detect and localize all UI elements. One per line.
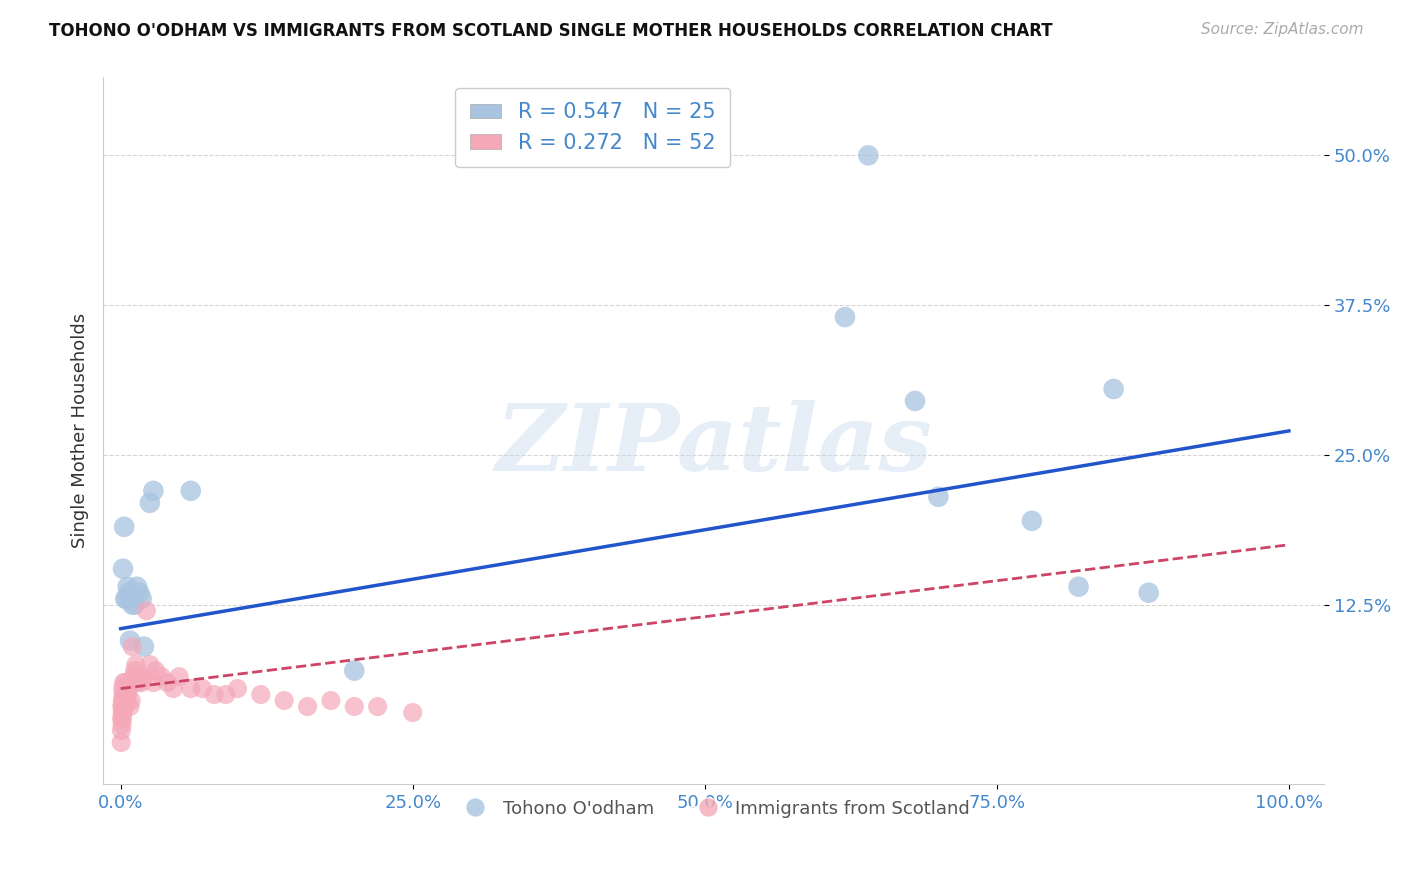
Point — [343, 699, 366, 714]
Point — [132, 640, 155, 654]
Point — [180, 681, 202, 696]
Point — [834, 310, 856, 324]
Point — [118, 699, 141, 714]
Point — [297, 699, 319, 714]
Point — [128, 585, 150, 599]
Point — [114, 675, 136, 690]
Point — [1067, 580, 1090, 594]
Point — [117, 688, 139, 702]
Point — [142, 675, 165, 690]
Point — [273, 693, 295, 707]
Point — [156, 675, 179, 690]
Point — [112, 688, 135, 702]
Point — [122, 670, 145, 684]
Point — [226, 681, 249, 696]
Point — [124, 598, 146, 612]
Point — [367, 699, 389, 714]
Point — [120, 693, 142, 707]
Point — [115, 693, 138, 707]
Point — [131, 591, 153, 606]
Point — [131, 675, 153, 690]
Point — [111, 717, 134, 731]
Point — [142, 483, 165, 498]
Point — [150, 670, 173, 684]
Point — [202, 688, 225, 702]
Point — [121, 598, 143, 612]
Point — [118, 585, 141, 599]
Point — [115, 681, 138, 696]
Point — [1021, 514, 1043, 528]
Point — [110, 723, 132, 738]
Point — [111, 706, 134, 720]
Point — [125, 580, 148, 594]
Legend: Tohono O'odham, Immigrants from Scotland: Tohono O'odham, Immigrants from Scotland — [450, 792, 977, 825]
Point — [191, 681, 214, 696]
Point — [125, 670, 148, 684]
Text: TOHONO O'ODHAM VS IMMIGRANTS FROM SCOTLAND SINGLE MOTHER HOUSEHOLDS CORRELATION : TOHONO O'ODHAM VS IMMIGRANTS FROM SCOTLA… — [49, 22, 1053, 40]
Point — [118, 633, 141, 648]
Point — [117, 580, 139, 594]
Point — [112, 675, 135, 690]
Point — [111, 699, 134, 714]
Point — [111, 562, 134, 576]
Point — [167, 670, 190, 684]
Point — [139, 496, 162, 510]
Point — [112, 520, 135, 534]
Point — [114, 699, 136, 714]
Point — [180, 483, 202, 498]
Point — [135, 604, 157, 618]
Point — [319, 693, 342, 707]
Point — [110, 712, 132, 726]
Point — [110, 735, 132, 749]
Point — [111, 693, 134, 707]
Point — [343, 664, 366, 678]
Point — [115, 591, 138, 606]
Point — [111, 706, 134, 720]
Point — [128, 670, 150, 684]
Point — [250, 688, 273, 702]
Point — [112, 693, 135, 707]
Point — [127, 675, 149, 690]
Point — [125, 657, 148, 672]
Point — [124, 664, 146, 678]
Point — [904, 394, 927, 409]
Point — [215, 688, 238, 702]
Point — [139, 657, 162, 672]
Text: ZIPatlas: ZIPatlas — [495, 401, 932, 490]
Point — [162, 681, 184, 696]
Point — [1102, 382, 1125, 396]
Text: Source: ZipAtlas.com: Source: ZipAtlas.com — [1201, 22, 1364, 37]
Y-axis label: Single Mother Households: Single Mother Households — [72, 313, 89, 549]
Point — [121, 640, 143, 654]
Point — [111, 712, 134, 726]
Point — [111, 681, 134, 696]
Point — [118, 681, 141, 696]
Point — [132, 670, 155, 684]
Point — [111, 699, 134, 714]
Point — [145, 664, 167, 678]
Point — [114, 591, 136, 606]
Point — [858, 148, 880, 162]
Point — [1137, 585, 1160, 599]
Point — [402, 706, 425, 720]
Point — [111, 688, 134, 702]
Point — [927, 490, 949, 504]
